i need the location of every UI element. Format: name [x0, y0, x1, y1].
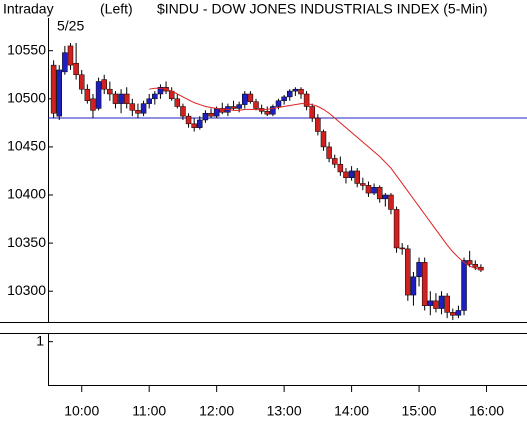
candle-body: [152, 93, 158, 100]
candle-body: [180, 106, 186, 117]
candle-body: [236, 104, 242, 109]
candle-body: [371, 187, 377, 194]
mode-label: Intraday: [3, 1, 54, 17]
candle-body: [354, 170, 360, 184]
candle-body: [101, 79, 107, 90]
candle-body: [275, 100, 282, 107]
y-tick-label: 1: [36, 332, 44, 348]
candle-body: [253, 101, 259, 109]
candle-body: [62, 52, 68, 73]
candle-body: [309, 106, 315, 119]
x-tick-label: 10:00: [64, 403, 99, 419]
candle-body: [416, 262, 422, 278]
candle-body: [50, 64, 57, 114]
candle-body: [174, 98, 181, 107]
moving-average: [149, 87, 482, 271]
candle-body: [360, 183, 366, 186]
candle-body: [242, 93, 248, 105]
candle-body: [73, 62, 79, 76]
candle-body: [365, 185, 372, 194]
candle-body: [343, 171, 349, 178]
candle-body: [219, 108, 226, 113]
candle-body: [78, 74, 85, 90]
y-tick-label: 10450: [7, 138, 46, 154]
candle-body: [56, 69, 62, 117]
candle-body: [298, 88, 304, 95]
y-tick-label: 10300: [7, 282, 46, 298]
candle-body: [191, 123, 197, 128]
x-tick-label: 15:00: [402, 403, 437, 419]
y-tick-label: 10500: [7, 90, 46, 106]
candle-body: [405, 248, 411, 296]
x-tick-label: 11:00: [132, 403, 166, 419]
side-label: (Left): [100, 1, 133, 17]
candle-body: [84, 88, 91, 101]
candle-body: [292, 88, 299, 92]
date-label: 5/25: [57, 18, 84, 34]
x-tick-label: 16:00: [469, 403, 504, 419]
x-tick-label: 12:00: [199, 403, 234, 419]
candle-body: [399, 247, 405, 250]
candle-body: [146, 98, 152, 104]
candle-body: [202, 112, 209, 121]
candle-body: [303, 93, 310, 107]
candle-body: [444, 295, 450, 313]
candle-body: [388, 194, 394, 210]
candle-body: [331, 158, 338, 165]
candle-body: [337, 163, 344, 173]
candle-body: [320, 131, 327, 148]
candle-body: [286, 90, 293, 98]
candle-body: [382, 194, 389, 200]
candle-body: [230, 106, 237, 109]
candle-body: [348, 170, 355, 178]
candle-body: [427, 300, 434, 306]
candle-body: [326, 146, 332, 159]
candle-body: [264, 111, 271, 115]
chart-title: $INDU - DOW JONES INDUSTRIALS INDEX (5-M…: [157, 1, 488, 17]
candle-body: [213, 108, 220, 117]
candle-body: [466, 260, 473, 265]
y-tick-label: 10350: [7, 234, 46, 250]
candle-body: [433, 300, 439, 309]
candle-body: [95, 81, 102, 109]
candle-body: [410, 276, 417, 296]
candle-body: [67, 45, 74, 66]
candle-body: [135, 110, 141, 114]
candle-body: [270, 106, 276, 115]
candle-body: [118, 93, 124, 104]
candle-body: [450, 312, 456, 316]
candle-body: [90, 98, 96, 111]
y-tick-label: 10400: [7, 186, 46, 202]
candle-body: [438, 295, 445, 309]
candle-body: [112, 93, 119, 104]
candle-body: [376, 187, 383, 200]
candle-body: [157, 87, 164, 95]
x-tick-label: 14:00: [334, 403, 369, 419]
candle-body: [461, 260, 467, 311]
candle-body: [455, 310, 462, 316]
candle-body: [129, 103, 136, 111]
candle-body: [140, 103, 147, 114]
candle-body: [315, 117, 321, 132]
candle-body: [185, 115, 192, 125]
candle-body: [281, 96, 287, 101]
candle-body: [208, 112, 214, 117]
candle-body: [421, 262, 428, 306]
candle-body: [123, 93, 130, 104]
candle-body: [247, 93, 254, 102]
candle-body: [393, 209, 400, 249]
candle-body: [107, 88, 113, 95]
candle-body: [197, 119, 203, 128]
x-tick-label: 13:00: [267, 403, 302, 419]
candle-body: [472, 264, 479, 268]
y-tick-label: 10550: [7, 41, 46, 57]
